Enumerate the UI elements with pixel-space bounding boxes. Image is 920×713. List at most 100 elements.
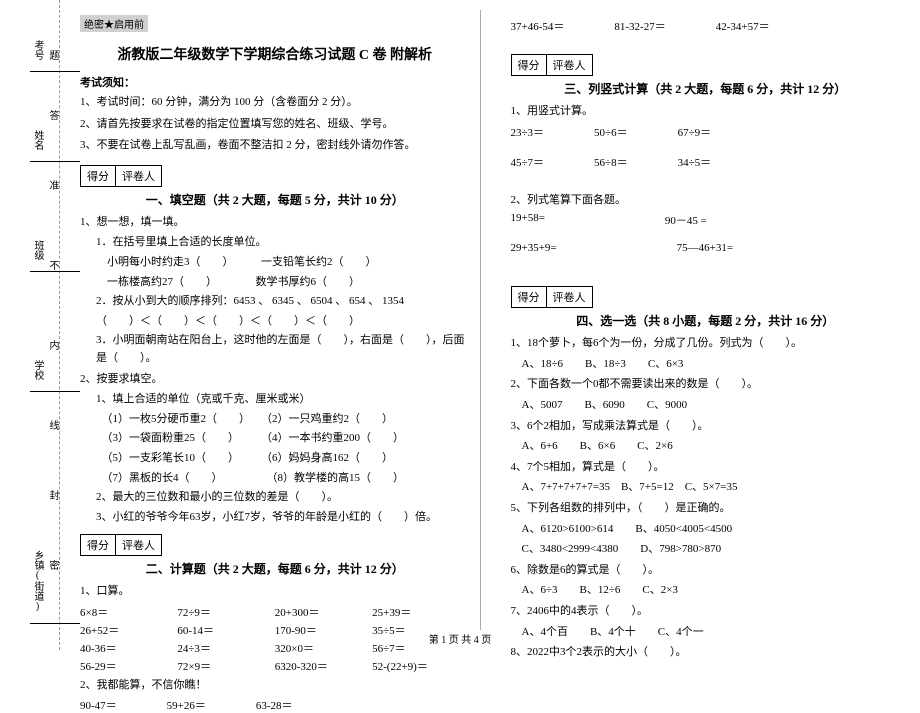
- choice-item: A、6÷3 B、12÷6 C、2×3: [511, 582, 901, 600]
- sub-question: 1、填上合适的单位（克或千克、厘米或米）: [96, 391, 470, 409]
- choice-item: 1、18个萝卜，每6个为一份，分成了几份。列式为（ ）。: [511, 335, 901, 353]
- calc-row: 29+35+9= 75—46+31=: [511, 242, 901, 254]
- label-text: 姓名: [32, 130, 43, 150]
- choice-item: C、3480<2999<4380 D、798>780>870: [511, 541, 901, 559]
- main-content: 绝密★启用前 浙教版二年级数学下学期综合练习试题 C 卷 附解析 考试须知： 1…: [70, 10, 910, 630]
- calc-row: 56-29＝72×9＝6320-320＝52-(22+9)＝: [80, 658, 470, 674]
- sub-question: （1）一枚5分硬币重2（ ） （2）一只鸡重约2（ ）: [96, 411, 470, 429]
- notice-head: 考试须知：: [80, 74, 470, 90]
- label-text: 学校: [32, 360, 43, 380]
- calc-item: 90－45 =: [665, 212, 707, 228]
- page-title: 浙教版二年级数学下学期综合练习试题 C 卷 附解析: [80, 44, 470, 64]
- calc-row: 90-47＝ 59+26＝ 63-28＝: [80, 697, 470, 713]
- right-column: 37+46-54＝81-32-27＝42-34+57＝ 得分 评卷人 三、列竖式…: [501, 10, 911, 630]
- choice-item: A、7+7+7+7+7=35 B、7+5=12 C、5×7=35: [511, 479, 901, 497]
- calc-row: 19+58= 90－45 =: [511, 212, 901, 228]
- notice-item: 2、请首先按要求在试卷的指定位置填写您的姓名、班级、学号。: [80, 116, 470, 134]
- sub-question: （ ）＜（ ）＜（ ）＜（ ）＜（ ）: [96, 313, 470, 331]
- calc-item: 45÷7＝: [511, 154, 545, 170]
- choice-item: 5、下列各组数的排列中，（ ）是正确的。: [511, 500, 901, 518]
- score-box: 得分 评卷人: [511, 54, 593, 76]
- calc-row: 23÷3＝50÷6＝67÷9＝: [511, 124, 901, 140]
- choice-item: 8、2022中3个2表示的大小（ ）。: [511, 644, 901, 662]
- label-text: 班级: [32, 240, 43, 260]
- score-box: 得分 评卷人: [511, 286, 593, 308]
- score-cell: 得分: [512, 55, 547, 75]
- calc-item: 34÷5＝: [678, 154, 712, 170]
- score-cell: 评卷人: [547, 287, 592, 307]
- score-box: 得分 评卷人: [80, 534, 162, 556]
- choice-item: 7、2406中的4表示（ ）。: [511, 603, 901, 621]
- notice-item: 1、考试时间：60 分钟，满分为 100 分（含卷面分 2 分）。: [80, 94, 470, 112]
- section-title: 四、选一选（共 8 小题，每题 2 分，共计 16 分）: [511, 312, 901, 329]
- notice-item: 3、不要在试卷上乱写乱画，卷面不整洁扣 2 分，密封线外请勿作答。: [80, 137, 470, 155]
- score-cell: 得分: [512, 287, 547, 307]
- calc-item: 6320-320＝: [275, 658, 372, 674]
- sub-question: 2．按从小到大的顺序排列：6453 、 6345 、 6504 、 654 、 …: [96, 293, 470, 311]
- choice-item: 6、除数是6的算式是（ ）。: [511, 562, 901, 580]
- calc-item: 6×8＝: [80, 604, 177, 620]
- calc-item: 25+39＝: [372, 604, 469, 620]
- calc-item: 56-29＝: [80, 658, 177, 674]
- seal-mark: 不: [45, 260, 60, 270]
- question: 1、想一想，填一填。: [80, 214, 470, 232]
- page-footer: 第 1 页 共 4 页: [0, 631, 920, 646]
- calc-item: 72÷9＝: [177, 604, 274, 620]
- calc-item: 59+26＝: [167, 697, 206, 713]
- calc-item: 75—46+31=: [677, 242, 733, 254]
- question: 2、按要求填空。: [80, 371, 470, 389]
- calc-item: 90-47＝: [80, 697, 117, 713]
- score-box: 得分 评卷人: [80, 165, 162, 187]
- secret-tag: 绝密★启用前: [80, 15, 148, 32]
- calc-item: 20+300＝: [275, 604, 372, 620]
- calc-item: 81-32-27＝: [614, 18, 665, 34]
- sub-question: 3．小明面朝南站在阳台上，这时他的左面是（ ），右面是（ ），后面是（ ）。: [96, 332, 470, 367]
- calc-item: 42-34+57＝: [716, 18, 770, 34]
- calc-item: 72×9＝: [177, 658, 274, 674]
- choice-item: A、6120>6100>614 B、4050<4005<4500: [511, 521, 901, 539]
- section-title: 二、计算题（共 2 大题，每题 6 分，共计 12 分）: [80, 560, 470, 577]
- seal-mark: 准: [45, 180, 60, 190]
- calc-item: 29+35+9=: [511, 242, 557, 254]
- seal-mark: 题: [45, 50, 60, 60]
- calc-item: 52-(22+9)＝: [372, 658, 469, 674]
- seal-mark: 线: [45, 420, 60, 430]
- seal-mark: 密: [45, 560, 60, 570]
- sub-question: 一栋楼高约27（ ） 数学书厚约6（ ）: [96, 274, 470, 292]
- calc-item: 37+46-54＝: [511, 18, 565, 34]
- choice-item: 3、6个2相加，写成乘法算式是（ ）。: [511, 418, 901, 436]
- sub-question: （3）一袋面粉重25（ ） （4）一本书约重200（ ）: [96, 430, 470, 448]
- sub-question: （7）黑板的长4（ ） （8）教学楼的高15（ ）: [96, 470, 470, 488]
- seal-mark: 封: [45, 490, 60, 500]
- calc-row: 45÷7＝ 56÷8＝ 34÷5＝: [511, 154, 901, 170]
- score-cell: 评卷人: [116, 166, 161, 186]
- calc-row: 37+46-54＝ 81-32-27＝ 42-34+57＝: [511, 18, 901, 34]
- question: 1、用竖式计算。: [511, 103, 901, 121]
- calc-item: 23÷3＝: [511, 124, 545, 140]
- choice-item: A、5007 B、6090 C、9000: [511, 397, 901, 415]
- choice-item: 4、7个5相加，算式是（ ）。: [511, 459, 901, 477]
- section-title: 一、填空题（共 2 大题，每题 5 分，共计 10 分）: [80, 191, 470, 208]
- sub-question: 1．在括号里填上合适的长度单位。: [96, 234, 470, 252]
- choice-item: 2、下面各数一个0都不需要读出来的数是（ ）。: [511, 376, 901, 394]
- calc-item: 67÷9＝: [678, 124, 712, 140]
- sub-question: 小明每小时约走3（ ） 一支铅笔长约2（ ）: [96, 254, 470, 272]
- binding-sidebar: 考号 姓名 班级 学校 乡镇(街道) 题 答 准 不 内 线 封 密: [0, 0, 60, 650]
- label-text: 考号: [32, 40, 43, 60]
- left-column: 绝密★启用前 浙教版二年级数学下学期综合练习试题 C 卷 附解析 考试须知： 1…: [70, 10, 481, 630]
- question: 2、列式笔算下面各题。: [511, 192, 901, 210]
- calc-item: 63-28＝: [256, 697, 293, 713]
- score-cell: 评卷人: [547, 55, 592, 75]
- score-cell: 得分: [81, 166, 116, 186]
- question: 2、我都能算，不信你瞧！: [80, 677, 470, 695]
- seal-mark: 答: [45, 110, 60, 120]
- choice-item: A、6+6 B、6×6 C、2×6: [511, 438, 901, 456]
- calc-row: 6×8＝72÷9＝20+300＝25+39＝: [80, 604, 470, 620]
- calc-item: 56÷8＝: [594, 154, 628, 170]
- sub-question: （5）一支彩笔长10（ ） （6）妈妈身高162（ ）: [96, 450, 470, 468]
- label-text: 乡镇(街道): [32, 550, 43, 612]
- calc-item: 19+58=: [511, 212, 545, 228]
- question: 1、口算。: [80, 583, 470, 601]
- choice-item: A、18÷6 B、18÷3 C、6×3: [511, 356, 901, 374]
- seal-mark: 内: [45, 340, 60, 350]
